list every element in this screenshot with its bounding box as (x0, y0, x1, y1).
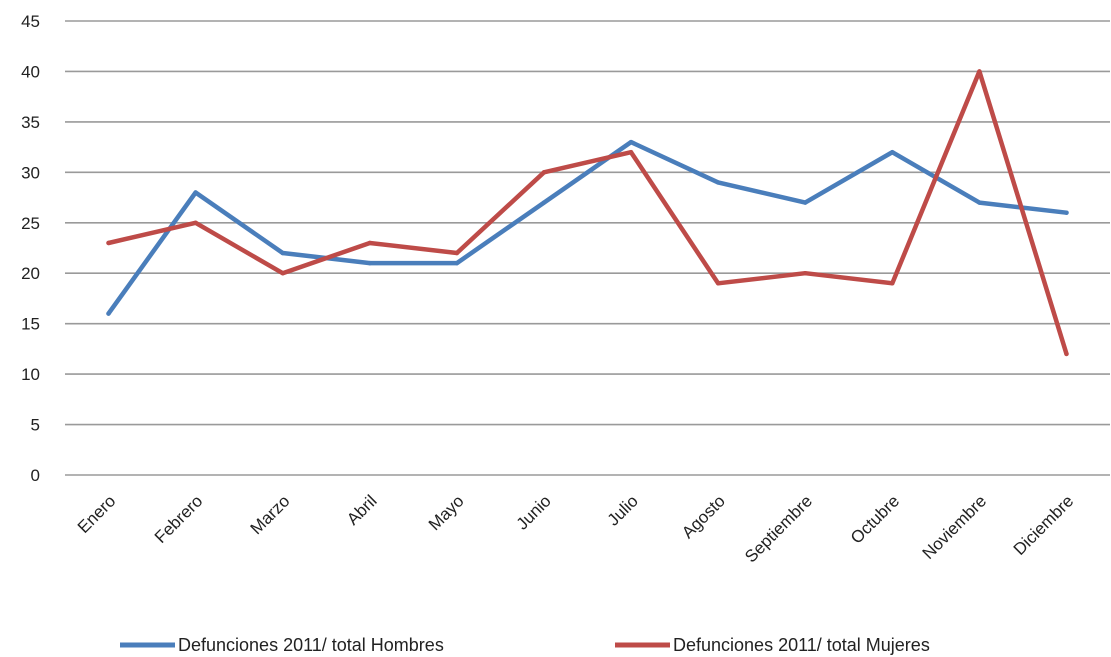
x-tick-label: Noviembre (919, 491, 991, 563)
x-tick-label: Mayo (425, 491, 468, 534)
y-tick-label: 5 (31, 416, 40, 435)
data-point (1064, 351, 1069, 357)
y-tick-label: 25 (21, 214, 40, 233)
data-point (890, 149, 895, 155)
data-point (715, 281, 721, 286)
data-point (803, 200, 808, 205)
x-tick-label: Junio (513, 491, 555, 533)
x-axis-ticks: Enero Febrero Marzo Abril Mayo Junio Julio Agos… (74, 491, 1077, 566)
data-point (715, 180, 721, 185)
legend: Defunciones 2011/ total Hombres Defuncion… (120, 635, 930, 655)
y-tick-label: 35 (21, 113, 40, 132)
data-point (803, 271, 808, 276)
data-point (541, 170, 547, 175)
x-tick-label: Abril (343, 491, 380, 528)
data-point (628, 149, 634, 155)
y-tick-label: 45 (21, 12, 40, 31)
y-tick-label: 30 (21, 163, 40, 182)
data-point (454, 250, 460, 256)
legend-label: Defunciones 2011/ total Hombres (178, 635, 444, 655)
x-tick-label: Agosto (678, 491, 729, 542)
data-point (193, 190, 198, 195)
data-point (280, 250, 285, 256)
data-point (367, 260, 372, 266)
x-tick-label: Octubre (847, 491, 903, 547)
x-tick-label: Febrero (151, 491, 207, 547)
x-tick-label: Enero (74, 491, 120, 537)
y-tick-label: 15 (21, 315, 40, 334)
data-point (628, 139, 634, 145)
x-tick-label: Marzo (247, 491, 294, 538)
data-point (106, 240, 111, 246)
series-line-0 (106, 139, 1069, 316)
data-point (280, 271, 285, 276)
data-point (977, 69, 982, 74)
data-point (367, 240, 372, 246)
series-line-1 (106, 69, 1069, 357)
data-point (1064, 210, 1069, 215)
data-point (890, 281, 895, 286)
y-tick-label: 0 (31, 466, 40, 485)
x-tick-label: Julio (604, 491, 642, 529)
y-tick-label: 20 (21, 264, 40, 283)
gridlines (65, 20, 1110, 476)
data-point (106, 311, 111, 316)
data-point (977, 200, 982, 205)
data-point (454, 260, 460, 266)
legend-label: Defunciones 2011/ total Mujeres (673, 635, 930, 655)
x-tick-label: Septiembre (741, 491, 816, 566)
y-axis-ticks: 0 5 10 15 20 25 30 35 40 45 (21, 12, 40, 485)
data-point (193, 220, 198, 225)
y-tick-label: 10 (21, 365, 40, 384)
y-tick-label: 40 (21, 62, 40, 81)
data-point (541, 200, 547, 205)
series-lines (106, 69, 1069, 357)
x-tick-label: Diciembre (1010, 491, 1078, 559)
